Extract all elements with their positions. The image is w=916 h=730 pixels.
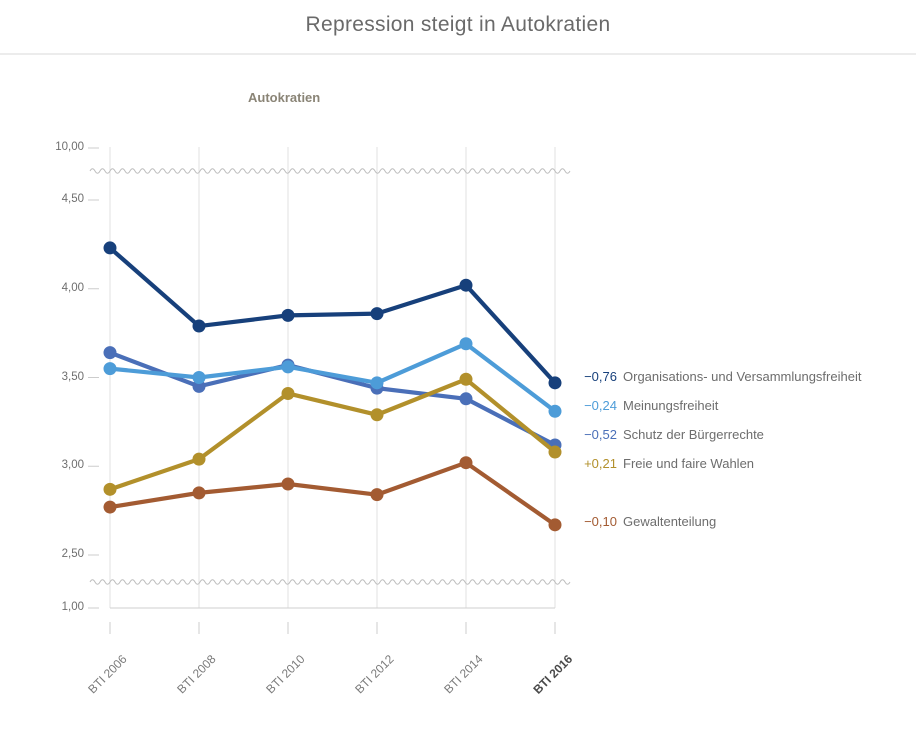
y-axis-tick-label: 4,00 (61, 281, 84, 294)
y-axis-tick-label: 1,00 (61, 601, 84, 613)
chart-subtitle: Autokratien (248, 90, 321, 105)
legend-series-label: Schutz der Bürgerrechte (623, 427, 764, 442)
data-point (103, 362, 117, 376)
legend-delta-value: −0,10 (584, 514, 617, 529)
data-point (548, 518, 562, 532)
axis-break-wave (89, 168, 571, 174)
legend-series-label: Gewaltenteilung (623, 514, 717, 529)
data-point (370, 376, 384, 390)
data-point (192, 371, 206, 384)
data-point (192, 319, 206, 333)
series-line (109, 341, 557, 413)
series-line (108, 246, 557, 385)
data-point (192, 486, 206, 500)
data-point (281, 360, 295, 374)
data-point (548, 376, 562, 390)
data-point (459, 337, 473, 351)
page-title: Repression steigt in Autokratien (305, 13, 611, 36)
data-point (548, 404, 562, 418)
series-line (109, 460, 557, 527)
data-point (281, 477, 295, 491)
data-point (192, 452, 206, 466)
series-line (109, 377, 557, 492)
data-point (459, 372, 473, 386)
data-point (459, 456, 473, 470)
legend-delta-value: −0,24 (584, 398, 617, 413)
data-point (370, 307, 384, 321)
legend-delta-value: +0,21 (584, 456, 617, 471)
data-point (281, 308, 295, 322)
legend-series-label: Organisations- und Versammlungsfreiheit (623, 369, 862, 384)
data-point (103, 241, 117, 255)
legend-series-label: Freie und faire Wahlen (623, 456, 755, 471)
data-point (459, 278, 473, 292)
legend-delta-value: −0,52 (584, 427, 617, 442)
data-point (370, 488, 384, 502)
data-point (548, 445, 562, 459)
axis-break-wave (89, 579, 571, 585)
y-axis-tick-label: 10,00 (55, 141, 84, 153)
data-point (103, 500, 117, 514)
data-point (281, 386, 295, 400)
legend-series-label: Meinungsfreiheit (623, 398, 719, 413)
data-point (103, 346, 117, 360)
y-axis-tick-label: 3,50 (61, 370, 84, 383)
data-point (459, 392, 473, 406)
legend-delta-value: −0,76 (584, 369, 617, 384)
data-point (103, 482, 117, 496)
data-point (370, 408, 384, 422)
y-axis-tick-label: 2,50 (61, 548, 84, 560)
title-divider (0, 53, 916, 55)
y-axis-tick-label: 3,00 (61, 459, 84, 472)
y-axis-tick-label: 4,50 (61, 193, 84, 205)
